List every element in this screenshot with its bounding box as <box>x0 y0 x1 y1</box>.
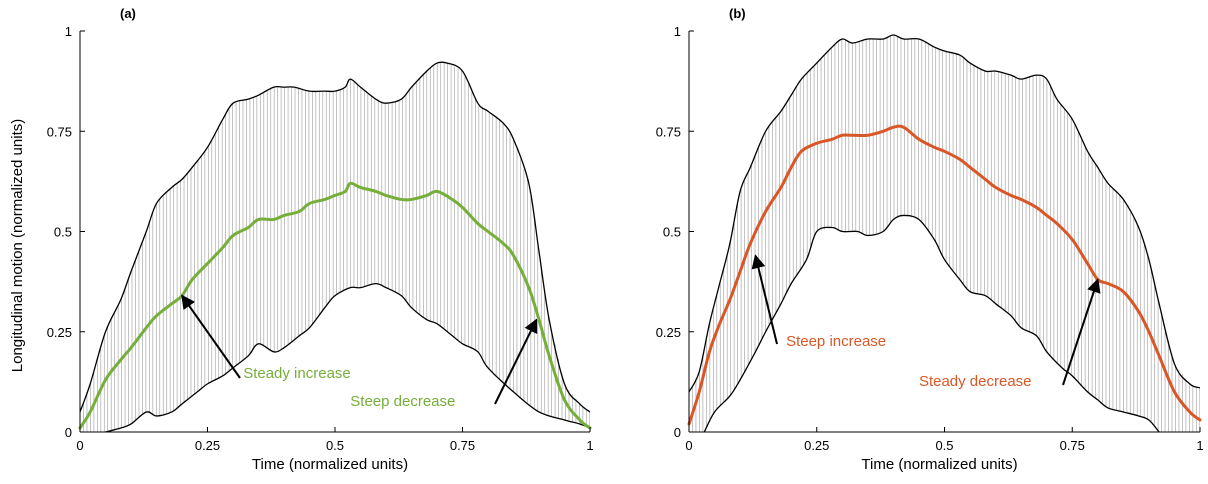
panel-a: 0 0.25 0.5 0.75 1 0 0.25 0.5 0.75 1 Time (normaliz… <box>9 6 594 473</box>
x-tick-label: 0.25 <box>195 438 220 453</box>
y-tick-label: 0.25 <box>656 325 681 340</box>
y-tick-label: 0.5 <box>54 225 72 240</box>
panel-b: 0 0.25 0.5 0.75 1 0 0.25 0.5 0.75 1 Time (normaliz… <box>656 6 1204 473</box>
x-tick-label: 0 <box>76 438 83 453</box>
mean-line <box>687 124 1202 426</box>
x-axis-label: Time (normalized units) <box>252 456 408 473</box>
annotation-text: Steep decrease <box>350 393 455 410</box>
y-axis-label: Longitudinal motion (normalized units) <box>9 119 26 372</box>
y-tick-label: 1 <box>65 24 72 39</box>
annotation-arrow <box>494 318 538 405</box>
x-tick-label: 0.75 <box>450 438 475 453</box>
upper-bound-line <box>80 61 590 413</box>
upper-bound-line <box>689 34 1200 393</box>
x-tick-label: 0.25 <box>804 438 829 453</box>
x-tick-label: 0 <box>685 438 692 453</box>
panel-label: (a) <box>120 6 136 21</box>
annotation-text: Steady increase <box>243 365 351 382</box>
y-tick-label: 0 <box>674 425 681 440</box>
annotation-text: Steady decrease <box>919 373 1032 390</box>
y-tick-label: 1 <box>674 24 681 39</box>
range-band-hatching <box>80 63 590 432</box>
y-tick-label: 0.5 <box>663 225 681 240</box>
x-tick-label: 1 <box>1196 438 1203 453</box>
y-tick-label: 0.75 <box>656 124 681 139</box>
lower-bound-line <box>703 214 1160 432</box>
x-tick-label: 1 <box>586 438 593 453</box>
annotation-arrow <box>1062 278 1101 386</box>
x-tick-label: 0.75 <box>1060 438 1085 453</box>
x-axis-label: Time (normalized units) <box>861 456 1017 473</box>
mean-line <box>78 181 592 430</box>
annotation-arrow <box>751 254 778 345</box>
panel-label: (b) <box>729 6 746 21</box>
annotation-text: Steep increase <box>786 333 886 350</box>
y-tick-label: 0.75 <box>47 124 72 139</box>
y-tick-label: 0 <box>65 425 72 440</box>
x-tick-label: 0.5 <box>935 438 953 453</box>
x-tick-label: 0.5 <box>326 438 344 453</box>
annotation-arrow <box>181 294 241 379</box>
lower-bound-line <box>105 282 590 432</box>
y-tick-label: 0.25 <box>47 325 72 340</box>
